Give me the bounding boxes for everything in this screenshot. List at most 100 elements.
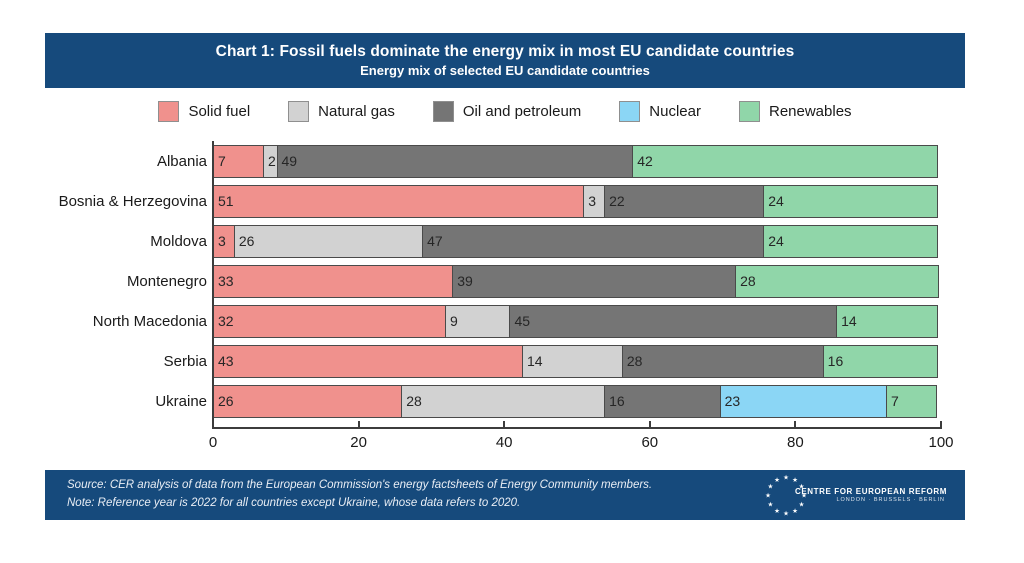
bar-segment: 23 xyxy=(719,384,887,418)
legend-swatch xyxy=(288,100,310,122)
stacked-bar: 33 39 28 xyxy=(213,264,941,298)
bar-segment: 16 xyxy=(822,344,938,378)
bar-segment: 28 xyxy=(401,384,606,418)
legend-swatch xyxy=(432,100,454,122)
bar-segment: 39 xyxy=(452,264,737,298)
svg-text:★: ★ xyxy=(801,492,807,500)
stacked-bar: 32 9 45 14 xyxy=(213,304,941,338)
segment-value: 45 xyxy=(514,313,531,329)
segment-value: 51 xyxy=(218,193,234,209)
segment-value: 39 xyxy=(457,273,473,289)
bar-segment: 42 xyxy=(632,144,938,178)
stacked-bar: 7 2 49 42 xyxy=(213,144,941,178)
bar-segment: 26 xyxy=(213,384,403,418)
logo-name: CENTRE FOR EUROPEAN REFORM xyxy=(794,487,947,496)
bar-segment: 51 xyxy=(213,184,585,218)
bar-segment: 28 xyxy=(621,344,824,378)
bar-segment: 9 xyxy=(444,304,511,338)
svg-text:★: ★ xyxy=(799,501,805,509)
x-axis-tick xyxy=(357,421,360,428)
x-axis-tick xyxy=(940,421,942,428)
chart-title: Chart 1: Fossil fuels dominate the energ… xyxy=(215,43,795,60)
legend-item: Natural gas xyxy=(288,100,395,122)
legend-label: Solid fuel xyxy=(188,102,251,120)
legend-label: Oil and petroleum xyxy=(462,102,582,120)
x-axis-tick xyxy=(648,421,651,428)
segment-value: 3 xyxy=(218,233,226,249)
segment-value: 9 xyxy=(449,313,458,329)
x-axis-tick-label: 0 xyxy=(208,434,218,451)
footer-text: Source: CER analysis of data from the Eu… xyxy=(67,477,652,513)
bar-segment: 24 xyxy=(763,224,938,258)
chart-row: Bosnia & Herzegovina 51 3 22 24 xyxy=(45,181,941,221)
svg-text:★: ★ xyxy=(792,476,798,484)
segment-value: 47 xyxy=(427,233,443,249)
chart-rows: Albania 7 2 49 42 Bosnia & Herzegovina 51 3 22 24… xyxy=(45,141,941,421)
segment-value: 32 xyxy=(218,313,234,329)
logo-cities: LONDON · BRUSSELS · BERLIN xyxy=(836,497,945,503)
x-axis-tick xyxy=(794,421,797,428)
bar-segment: 16 xyxy=(604,384,721,418)
segment-value: 43 xyxy=(218,353,234,369)
chart-subtitle: Energy mix of selected EU candidate coun… xyxy=(360,63,650,78)
bar-segment: 33 xyxy=(213,264,454,298)
country-label: North Macedonia xyxy=(92,312,207,330)
chart-row: Montenegro 33 39 28 xyxy=(45,261,941,301)
segment-value: 28 xyxy=(626,353,643,369)
stacked-bar: 26 28 16 23 7 xyxy=(213,384,941,418)
source-text: Source: CER analysis of data from the Eu… xyxy=(67,479,653,492)
note-text: Note: Reference year is 2022 for all cou… xyxy=(67,497,521,509)
segment-value: 28 xyxy=(740,273,756,289)
svg-text:★: ★ xyxy=(783,510,789,518)
bar-segment: 7 xyxy=(213,144,264,178)
legend-swatch xyxy=(619,100,641,122)
stacked-bar: 51 3 22 24 xyxy=(213,184,941,218)
country-label: Albania xyxy=(156,152,207,170)
bar-segment: 43 xyxy=(213,344,523,378)
legend-item: Renewables xyxy=(738,100,852,122)
x-axis-tick-label: 20 xyxy=(350,434,367,451)
segment-value: 26 xyxy=(218,393,234,409)
footer-band: Source: CER analysis of data from the Eu… xyxy=(45,470,965,520)
bar-segment: 2 xyxy=(262,144,278,178)
chart-row: North Macedonia 32 9 45 14 xyxy=(45,301,941,341)
bar-segment: 49 xyxy=(276,144,634,178)
chart-row: Serbia 43 14 28 16 xyxy=(45,341,941,381)
x-axis-tick-label: 80 xyxy=(787,434,804,451)
country-label: Ukraine xyxy=(155,392,207,410)
chart-title-band: Chart 1: Fossil fuels dominate the energ… xyxy=(45,33,965,88)
legend-item: Oil and petroleum xyxy=(432,100,582,122)
svg-text:★: ★ xyxy=(774,507,780,515)
legend-label: Renewables xyxy=(768,102,852,120)
legend-item: Solid fuel xyxy=(158,100,251,122)
bar-segment: 14 xyxy=(521,344,623,378)
x-axis-tick-label: 40 xyxy=(495,434,513,451)
x-axis-tick xyxy=(212,421,214,428)
segment-value: 23 xyxy=(724,393,741,409)
country-label: Serbia xyxy=(163,352,207,370)
x-axis-tick-label: 100 xyxy=(928,434,954,451)
segment-value: 49 xyxy=(281,153,298,169)
chart-row: Ukraine 26 28 16 23 7 xyxy=(45,381,941,421)
legend-swatch xyxy=(738,100,760,122)
bar-segment: 32 xyxy=(213,304,446,338)
svg-text:★: ★ xyxy=(783,474,789,482)
bar-segment: 28 xyxy=(735,264,939,298)
segment-value: 16 xyxy=(827,353,844,369)
bar-segment: 24 xyxy=(763,184,938,218)
chart-row: Moldova 3 26 47 24 xyxy=(45,221,941,261)
bar-segment: 26 xyxy=(233,224,424,258)
svg-text:★: ★ xyxy=(767,501,773,509)
bar-segment: 7 xyxy=(886,384,937,418)
segment-value: 7 xyxy=(891,393,899,409)
legend-label: Nuclear xyxy=(649,102,701,120)
stacked-bar: 43 14 28 16 xyxy=(213,344,941,378)
segment-value: 42 xyxy=(637,153,653,169)
bar-segment: 14 xyxy=(836,304,938,338)
stacked-bar: 3 26 47 24 xyxy=(213,224,941,258)
segment-value: 28 xyxy=(406,393,422,409)
bar-segment: 3 xyxy=(213,224,235,258)
svg-text:★: ★ xyxy=(799,483,805,491)
segment-value: 14 xyxy=(841,313,857,329)
